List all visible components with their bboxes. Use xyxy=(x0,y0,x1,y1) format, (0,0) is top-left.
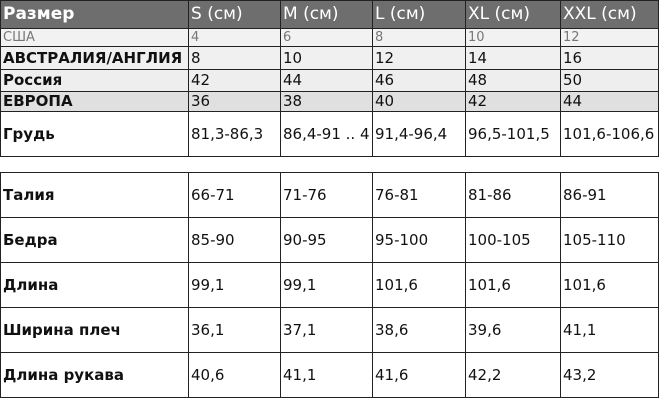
table-cell: 96,5-101,5 xyxy=(465,111,561,157)
row-label: Талия xyxy=(0,172,189,218)
table-row: Длина 99,1 99,1 101,6 101,6 101,6 xyxy=(0,262,659,308)
table-cell: 41,6 xyxy=(372,352,466,398)
row-label: Длина рукава xyxy=(0,352,189,398)
table-cell: L (см) xyxy=(372,0,466,29)
table-cell: 66-71 xyxy=(188,172,281,218)
row-label: Размер xyxy=(0,0,189,29)
table-cell: 46 xyxy=(372,69,466,92)
table-row: Размер S (см) M (см) L (см) XL (см) XXL (см) xyxy=(0,0,659,29)
table-cell: 91,4-96,4 xyxy=(372,111,466,157)
table-cell: XL (см) xyxy=(465,0,561,29)
table-cell: 38,6 xyxy=(372,307,466,353)
size-table-top: Размер S (см) M (см) L (см) XL (см) XXL (см) С… xyxy=(0,0,659,157)
row-label: Длина xyxy=(0,262,189,308)
table-cell: 50 xyxy=(560,69,659,92)
table-cell: 86-91 xyxy=(560,172,659,218)
table-cell: 85-90 xyxy=(188,217,281,263)
table-cell: 37,1 xyxy=(280,307,373,353)
table-cell: 12 xyxy=(560,28,659,47)
table-cell: 86,4-91 .. 4 xyxy=(280,111,373,157)
table-cell: 10 xyxy=(465,28,561,47)
table-cell: 42 xyxy=(188,69,281,92)
table-cell: 4 xyxy=(188,28,281,47)
table-row: АВСТРАЛИЯ/АНГЛИЯ 8 10 12 14 16 xyxy=(0,46,659,70)
table-cell: 36 xyxy=(188,91,281,112)
table-cell: 42,2 xyxy=(465,352,561,398)
table-cell: 6 xyxy=(280,28,373,47)
table-cell: XXL (см) xyxy=(560,0,659,29)
row-label: Грудь xyxy=(0,111,189,157)
table-cell: 76-81 xyxy=(372,172,466,218)
table-cell: 100-105 xyxy=(465,217,561,263)
table-cell: 40,6 xyxy=(188,352,281,398)
table-row: Ширина плеч 36,1 37,1 38,6 39,6 41,1 xyxy=(0,307,659,353)
table-cell: 10 xyxy=(280,46,373,70)
table-cell: 48 xyxy=(465,69,561,92)
table-cell: 36,1 xyxy=(188,307,281,353)
table-cell: 8 xyxy=(188,46,281,70)
table-cell: 39,6 xyxy=(465,307,561,353)
row-label: Ширина плеч xyxy=(0,307,189,353)
table-cell: 101,6 xyxy=(372,262,466,308)
row-label: Россия xyxy=(0,69,189,92)
table-cell: 38 xyxy=(280,91,373,112)
table-cell: 99,1 xyxy=(188,262,281,308)
table-cell: 41,1 xyxy=(280,352,373,398)
table-cell: 43,2 xyxy=(560,352,659,398)
table-cell: 101,6 xyxy=(560,262,659,308)
table-cell: 95-100 xyxy=(372,217,466,263)
table-cell: 44 xyxy=(280,69,373,92)
table-cell: 16 xyxy=(560,46,659,70)
table-row: Бедра 85-90 90-95 95-100 100-105 105-110 xyxy=(0,217,659,263)
table-cell: 105-110 xyxy=(560,217,659,263)
table-cell: 44 xyxy=(560,91,659,112)
row-label: ЕВРОПА xyxy=(0,91,189,112)
table-cell: 99,1 xyxy=(280,262,373,308)
table-cell: 90-95 xyxy=(280,217,373,263)
table-cell: 14 xyxy=(465,46,561,70)
table-row: США 4 6 8 10 12 xyxy=(0,28,659,47)
table-cell: 41,1 xyxy=(560,307,659,353)
table-row: Грудь 81,3-86,3 86,4-91 .. 4 91,4-96,4 96,5-… xyxy=(0,111,659,157)
row-label: США xyxy=(0,28,189,47)
table-cell: 101,6-106,6 xyxy=(560,111,659,157)
table-row: Длина рукава 40,6 41,1 41,6 42,2 43,2 xyxy=(0,352,659,398)
row-label: АВСТРАЛИЯ/АНГЛИЯ xyxy=(0,46,189,70)
table-row: Россия 42 44 46 48 50 xyxy=(0,69,659,92)
table-cell: 40 xyxy=(372,91,466,112)
size-table-bottom: Талия 66-71 71-76 76-81 81-86 86-91 Бедра 85-90… xyxy=(0,172,659,398)
table-cell: S (см) xyxy=(188,0,281,29)
row-label: Бедра xyxy=(0,217,189,263)
table-cell: 81,3-86,3 xyxy=(188,111,281,157)
table-cell: 101,6 xyxy=(465,262,561,308)
table-cell: 8 xyxy=(372,28,466,47)
table-cell: 71-76 xyxy=(280,172,373,218)
table-cell: 12 xyxy=(372,46,466,70)
table-cell: 81-86 xyxy=(465,172,561,218)
table-cell: M (см) xyxy=(280,0,373,29)
table-cell: 42 xyxy=(465,91,561,112)
table-row: Талия 66-71 71-76 76-81 81-86 86-91 xyxy=(0,172,659,218)
table-row: ЕВРОПА 36 38 40 42 44 xyxy=(0,91,659,112)
